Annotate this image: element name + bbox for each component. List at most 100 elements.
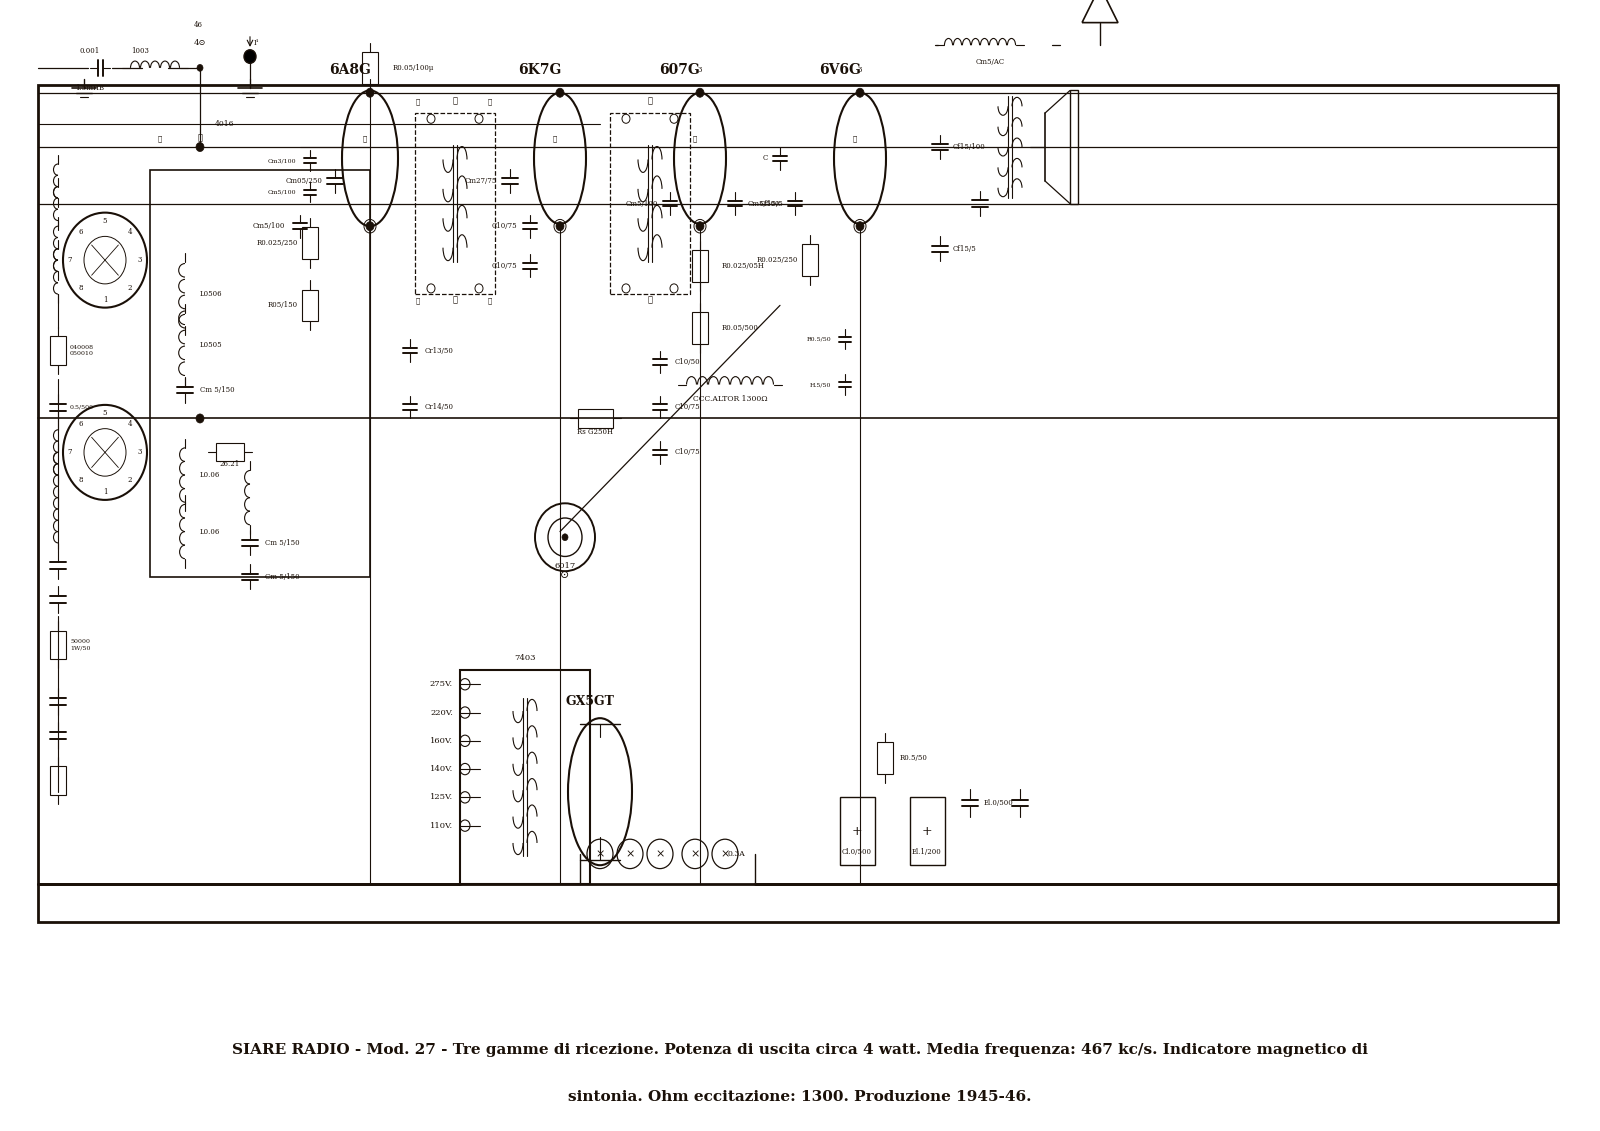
Text: 46: 46: [194, 20, 203, 29]
Text: Cm27/75: Cm27/75: [464, 176, 498, 185]
Bar: [50, 767, 66, 794]
Circle shape: [557, 88, 563, 97]
Text: 160V.: 160V.: [430, 736, 453, 745]
Text: Cf15/5: Cf15/5: [954, 244, 976, 253]
Text: ⑦: ⑦: [853, 133, 858, 143]
Text: 4: 4: [128, 421, 131, 429]
Text: Cr14/50: Cr14/50: [426, 403, 454, 412]
Text: 6V6G: 6V6G: [819, 63, 861, 77]
Bar: [150, 170, 370, 577]
Text: 6: 6: [78, 421, 83, 429]
Text: 0.5/500: 0.5/500: [70, 405, 94, 409]
Text: 26.21: 26.21: [219, 459, 240, 468]
Text: 3: 3: [138, 256, 142, 265]
Text: Cm5/100: Cm5/100: [626, 199, 658, 208]
Text: 275V.: 275V.: [430, 680, 453, 689]
Text: 2: 2: [128, 284, 131, 292]
Text: C10/75: C10/75: [675, 403, 701, 412]
Text: ④: ④: [488, 296, 493, 305]
Text: 8: 8: [78, 284, 83, 292]
Text: Cr13/50: Cr13/50: [426, 346, 454, 355]
Text: Cl.0/500: Cl.0/500: [842, 847, 872, 856]
Bar: [38, 85, 1558, 922]
Text: ①: ①: [488, 97, 493, 106]
Text: 6: 6: [78, 228, 83, 236]
Text: ⑧: ⑧: [698, 224, 702, 228]
Text: Cf15/100: Cf15/100: [954, 143, 986, 152]
Text: 4: 4: [128, 228, 131, 236]
Bar: [840, 797, 875, 865]
Text: 4⊙: 4⊙: [194, 38, 206, 48]
Text: 5: 5: [102, 408, 107, 417]
Bar: [50, 337, 66, 364]
Text: 040008
050010: 040008 050010: [70, 345, 94, 356]
Circle shape: [856, 88, 864, 97]
Text: ×: ×: [626, 849, 635, 858]
Text: Cm 5/150: Cm 5/150: [266, 538, 299, 547]
Bar: [877, 742, 893, 774]
Text: 1003: 1003: [131, 46, 149, 55]
Bar: [302, 227, 318, 259]
Circle shape: [366, 222, 374, 231]
Text: 3: 3: [138, 448, 142, 457]
Bar: [610, 113, 690, 294]
Circle shape: [557, 222, 563, 231]
Text: ②: ②: [416, 97, 421, 106]
Text: 4016: 4016: [216, 120, 235, 129]
Text: 0.001: 0.001: [80, 46, 101, 55]
Text: ④: ④: [648, 296, 653, 305]
Text: +: +: [922, 824, 933, 838]
Text: ③: ③: [416, 296, 421, 305]
Text: ⑧: ⑧: [858, 224, 862, 228]
Text: 3: 3: [698, 66, 702, 75]
Circle shape: [195, 414, 205, 423]
Circle shape: [856, 222, 864, 231]
Text: 7403: 7403: [514, 654, 536, 663]
Text: C10/75: C10/75: [675, 448, 701, 457]
Circle shape: [562, 534, 568, 541]
Text: 220V.: 220V.: [430, 708, 453, 717]
Text: Rs G250H: Rs G250H: [578, 428, 613, 437]
Text: R0.025/05H: R0.025/05H: [722, 261, 765, 270]
Text: 7: 7: [67, 256, 72, 265]
Circle shape: [195, 143, 205, 152]
Circle shape: [366, 88, 374, 97]
Text: CCC.ALTOR 1300Ω: CCC.ALTOR 1300Ω: [693, 395, 768, 404]
Circle shape: [696, 222, 704, 231]
Text: Cm05/250: Cm05/250: [285, 176, 322, 185]
Text: ⑦: ⑦: [363, 133, 366, 143]
Text: sintonia. Ohm eccitazione: 1300. Produzione 1945-46.: sintonia. Ohm eccitazione: 1300. Produzi…: [568, 1090, 1032, 1104]
Text: R0.025/250: R0.025/250: [757, 256, 798, 265]
Text: I¹: I¹: [253, 38, 259, 48]
Text: ⑦: ⑦: [693, 133, 698, 143]
Text: C10/50: C10/50: [675, 357, 701, 366]
Text: 50000
1W/50: 50000 1W/50: [70, 639, 91, 650]
Text: 607G: 607G: [659, 63, 701, 77]
Text: L0.06: L0.06: [200, 470, 221, 480]
Text: +: +: [851, 824, 862, 838]
Text: 6K7G: 6K7G: [518, 63, 562, 77]
Text: ×: ×: [595, 849, 605, 858]
Text: C10/75: C10/75: [491, 261, 517, 270]
Bar: [578, 409, 613, 428]
Text: 2: 2: [128, 476, 131, 484]
Text: ③: ③: [197, 133, 203, 143]
Text: ⑦: ⑦: [554, 133, 557, 143]
Text: R05/150: R05/150: [267, 301, 298, 310]
Text: ③: ③: [648, 97, 653, 106]
Circle shape: [243, 50, 256, 63]
Text: 7: 7: [67, 448, 72, 457]
Text: C: C: [763, 154, 768, 163]
Text: Cm5/100: Cm5/100: [267, 190, 296, 195]
Bar: [691, 250, 707, 282]
Text: Cm3/100: Cm3/100: [267, 158, 296, 163]
Text: 8: 8: [78, 476, 83, 484]
Text: ⑧: ⑧: [368, 224, 371, 228]
Text: ⊙: ⊙: [560, 570, 570, 579]
Text: 1.5mHB: 1.5mHB: [75, 84, 104, 93]
Text: R0.05/100μ: R0.05/100μ: [394, 63, 434, 72]
Text: L0506: L0506: [200, 290, 222, 299]
Text: Cm5/AC: Cm5/AC: [976, 58, 1005, 67]
Text: ⑧: ⑧: [558, 224, 562, 228]
Text: L0505: L0505: [200, 340, 222, 349]
